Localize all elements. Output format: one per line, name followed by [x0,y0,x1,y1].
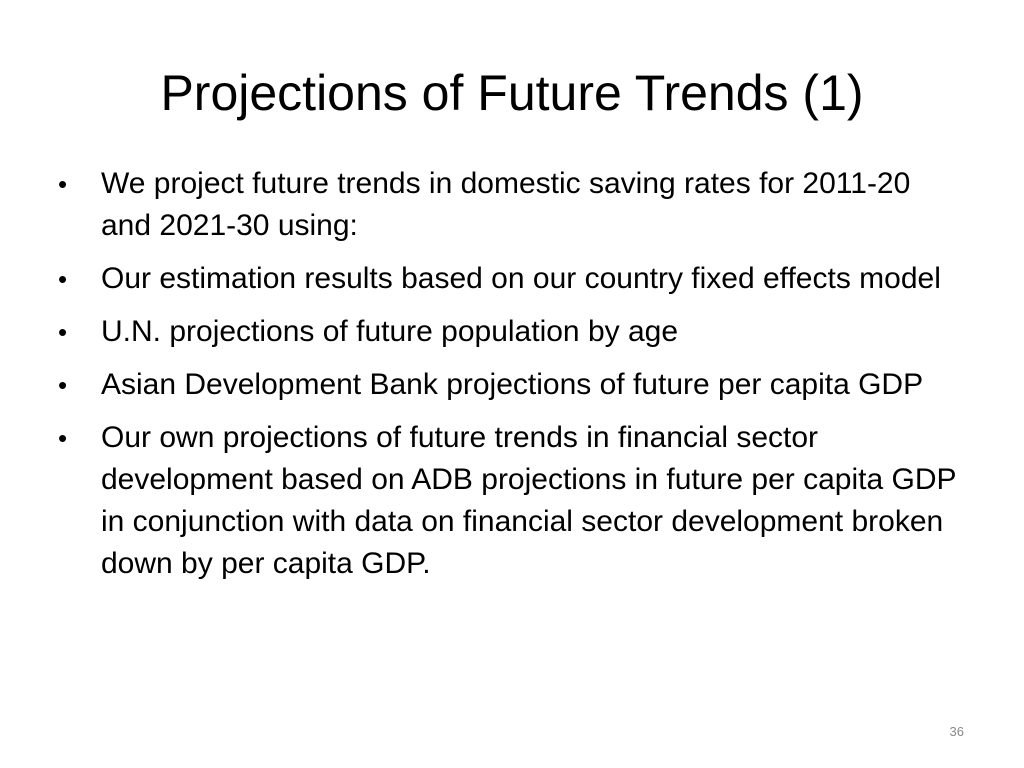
bullet-text: Asian Development Bank projections of fu… [101,368,924,401]
bullet-item: • Asian Development Bank projections of … [58,364,968,406]
slide-title: Projections of Future Trends (1) [160,65,864,121]
bullet-text: U.N. projections of future population by… [101,315,679,348]
bullet-item: • U.N. projections of future population … [58,311,968,353]
bullet-item: • Our own projections of future trends i… [58,417,968,585]
bullet-item: • We project future trends in domestic s… [58,163,968,247]
bullet-text: Our own projections of future trends in … [101,421,956,580]
bullet-marker: • [58,370,68,400]
bullet-text: Our estimation results based on our coun… [101,262,941,295]
bullet-marker: • [58,423,68,453]
bullet-list: • We project future trends in domestic s… [58,163,968,596]
bullet-marker: • [58,317,68,347]
bullet-text: We project future trends in domestic sav… [101,167,911,242]
bullet-marker: • [58,169,68,199]
bullet-item: • Our estimation results based on our co… [58,258,968,300]
bullet-marker: • [58,264,68,294]
page-number: 36 [949,724,964,739]
